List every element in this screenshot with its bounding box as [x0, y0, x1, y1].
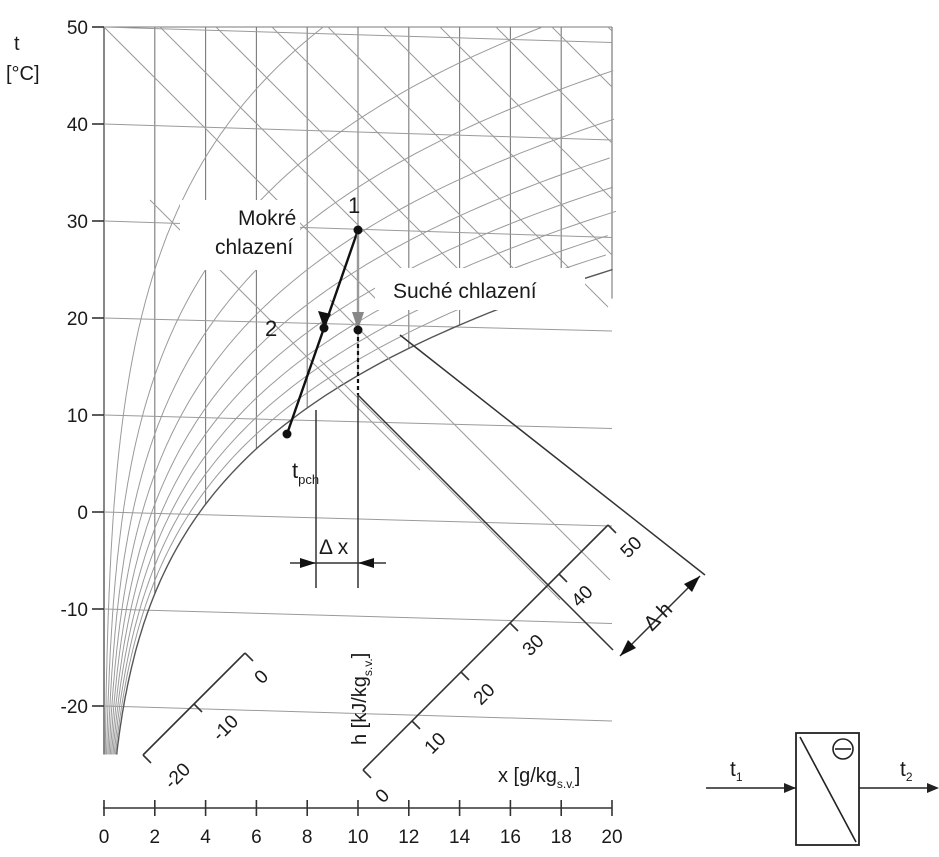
x-tick-label: 18	[551, 827, 572, 848]
t-tick-label: 30	[67, 212, 88, 233]
x-tick-label: 20	[601, 827, 622, 848]
h-tick-label: 50	[617, 533, 647, 563]
grid-enthalpy-line	[159, 26, 441, 308]
x-tick-label: 4	[200, 827, 211, 848]
grid-isotherm	[103, 123, 613, 141]
t-axis-label: t	[14, 33, 20, 55]
cooler-diagonal	[799, 736, 857, 843]
label-point-1: 1	[348, 193, 360, 218]
mask-dry	[375, 268, 585, 310]
point-1	[353, 225, 363, 235]
h-tick-label: 40	[568, 582, 598, 612]
t-axis: t [°C] 50 40 30 20 10 0 -10 -20	[6, 18, 104, 718]
h-tick-label: 0	[372, 785, 394, 807]
t-tick-label: 0	[77, 503, 88, 524]
grid-isotherm	[103, 26, 613, 43]
arrow-wet	[318, 311, 331, 328]
neg-enthalpy-axis: -20 -10 0	[142, 652, 273, 794]
x-tick-label: 10	[347, 827, 368, 848]
dew-line	[285, 327, 326, 435]
point-2-dry	[353, 325, 363, 335]
delta-h-dimension: Δ h	[357, 334, 706, 657]
x-tick-label: 16	[500, 827, 521, 848]
x-tick-label: 8	[302, 827, 313, 848]
rh-curve	[107, 70, 614, 755]
t-tick-label: -10	[61, 600, 88, 621]
point-2	[319, 323, 329, 333]
callout-wet-line1: Mokré	[238, 207, 296, 230]
x-axis-label: x [g/kgs.v.]	[498, 765, 580, 791]
h-tick-label: 10	[421, 729, 451, 759]
rh-curve	[113, 235, 608, 755]
grid-enthalpy-line	[271, 26, 553, 308]
neg-h-tick: -20	[161, 759, 195, 793]
grid-enthalpy-line	[607, 26, 613, 32]
rh-curve	[109, 157, 610, 755]
t-tick-label: 10	[67, 406, 88, 427]
delta-x-dimension: Δ x	[290, 395, 386, 588]
grid-enthalpy-line	[215, 26, 497, 308]
x-axis: 0 2 4 6 8 10 12 14 16 18 20 x [g/kgs.v.]	[99, 765, 623, 848]
grid-enthalpy-line	[103, 26, 385, 308]
saturation-curve	[116, 268, 613, 755]
t-tick-label: -20	[61, 697, 88, 718]
h-axis-label: h [kJ/kgs.v.]	[349, 653, 375, 745]
x-tick-label: 2	[150, 827, 161, 848]
x-tick-label: 6	[251, 827, 262, 848]
t-tick-label: 20	[67, 309, 88, 330]
grid-enthalpy-line	[327, 26, 609, 308]
diagram-grid	[103, 26, 617, 755]
label-t1: t1	[730, 758, 743, 784]
rh-curve	[104, 26, 324, 755]
mask-wet	[180, 200, 300, 270]
cooler-schematic: t1 t2	[706, 732, 939, 846]
rh-curve	[114, 254, 606, 755]
neg-h-tick: 0	[251, 666, 273, 688]
t-axis-unit: [°C]	[6, 63, 40, 85]
h-tick-label: 30	[519, 631, 549, 661]
wet-cooling-line	[322, 229, 360, 329]
label-dew-point: tpch	[292, 458, 319, 487]
label-delta-x: Δ x	[319, 536, 349, 559]
rh-curve	[108, 118, 615, 755]
label-delta-h: Δ h	[639, 598, 677, 636]
callout-wet-line2: chlazení	[215, 236, 293, 259]
arrow-dry	[352, 312, 364, 330]
grid-enthalpy-line	[551, 26, 613, 88]
t-tick-label: 50	[67, 18, 88, 39]
x-tick-label: 12	[398, 827, 419, 848]
callout-dry: Suché chlazení	[393, 280, 537, 303]
x-tick-label: 0	[99, 827, 110, 848]
point-dew	[282, 429, 292, 439]
grid-isotherm	[103, 608, 613, 624]
label-t2: t2	[900, 758, 913, 784]
rh-curve	[106, 26, 543, 755]
label-point-2: 2	[265, 316, 277, 341]
h-tick-label: 20	[470, 680, 500, 710]
grid-enthalpy-line	[439, 26, 613, 200]
neg-h-tick: -10	[209, 711, 243, 745]
t-tick-label: 40	[67, 115, 88, 136]
process-lines	[282, 225, 364, 439]
grid-enthalpy-line	[383, 26, 613, 256]
grid-enthalpy-line	[329, 299, 611, 581]
h-axis-line	[362, 524, 609, 771]
grid-enthalpy-line	[319, 359, 561, 601]
grid-enthalpy-line	[495, 26, 613, 144]
x-tick-label: 14	[449, 827, 471, 848]
